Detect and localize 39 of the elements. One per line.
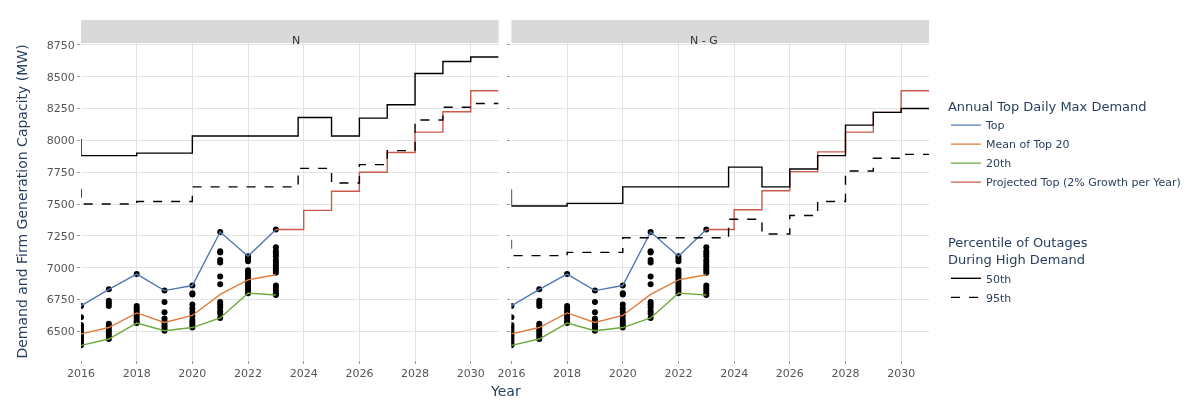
x-tick-label: 2016 [497,367,526,381]
x-tick-label: 2022 [234,367,263,381]
legend-title: Annual Top Daily Max Demand [947,98,1147,114]
y-tick-label: 8250 [46,102,75,116]
chart-title: N [292,34,301,47]
x-tick-label: 2028 [831,367,860,381]
y-tick-label: 8500 [46,70,75,84]
x-tick-label: 2024 [720,367,749,381]
x-tick-label: 2028 [401,367,430,381]
y-tick-label: 7000 [46,261,75,275]
legend-label: 95th [985,291,1012,305]
legend-label: Projected Top (2% Growth per Year) [985,176,1181,190]
y-tick-label: 7250 [46,229,75,243]
y-tick-label: 8000 [46,134,75,148]
chart-title: N - G [690,34,718,47]
x-tick-label: 2018 [122,367,151,381]
x-tick-label: 2020 [178,367,207,381]
x-tick-label: 2020 [608,367,637,381]
x-tick-label: 2022 [664,367,693,381]
y-axis-title: Demand and Firm Generation Capacity (MW) [14,44,31,359]
legend-title: Percentile of Outages During High Demand [947,234,1088,267]
y-tick-label: 8750 [46,38,75,52]
x-axis-title: Year [490,383,521,399]
legend-label: 20th [985,157,1012,171]
x-tick-label: 2026 [345,367,374,381]
y-tick-label: 6750 [46,293,75,307]
x-tick-label: 2018 [553,367,582,381]
x-tick-label: 2030 [456,367,485,381]
y-tick-label: 6500 [46,325,75,339]
line-series [81,228,277,307]
y-tick-label: 7500 [46,197,75,211]
x-tick-label: 2024 [289,367,318,381]
legend-label: Mean of Top 20 [985,138,1070,152]
legend-label: Top [984,119,1005,133]
x-tick-label: 2016 [67,367,95,381]
y-tick-label: 7750 [46,166,75,180]
x-tick-label: 2030 [887,367,916,381]
x-tick-label: 2026 [775,367,804,381]
text: 50th [985,272,1012,286]
